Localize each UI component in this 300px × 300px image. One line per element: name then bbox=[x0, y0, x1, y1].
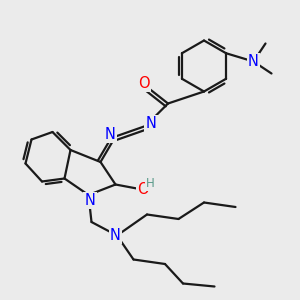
Text: N: N bbox=[248, 54, 259, 69]
Text: N: N bbox=[85, 193, 95, 208]
Text: N: N bbox=[105, 127, 116, 142]
Text: O: O bbox=[138, 76, 150, 91]
Text: H: H bbox=[146, 177, 154, 190]
Text: O: O bbox=[137, 182, 148, 196]
Text: N: N bbox=[146, 116, 156, 131]
Text: N: N bbox=[110, 228, 121, 243]
